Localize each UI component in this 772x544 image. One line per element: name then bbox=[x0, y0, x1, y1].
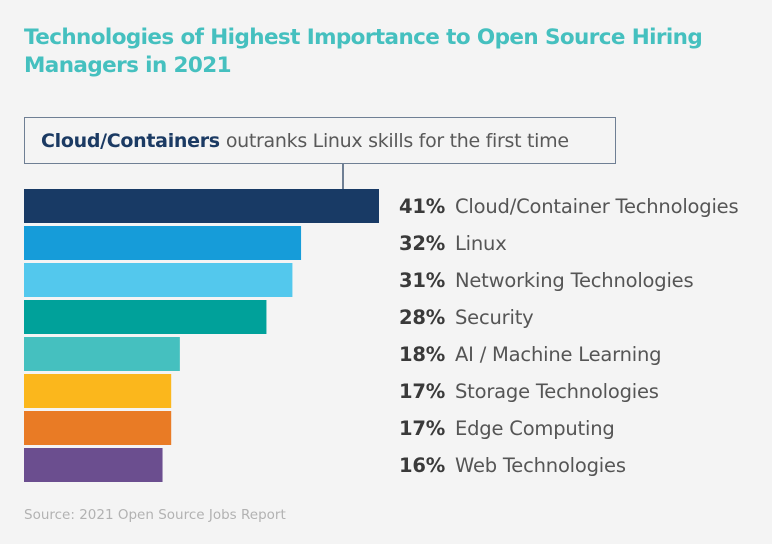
category-label: Storage Technologies bbox=[455, 379, 659, 403]
bar-label-row: 28% Security bbox=[399, 300, 534, 334]
value-label: 41% bbox=[399, 194, 446, 218]
value-label: 28% bbox=[399, 305, 446, 329]
value-label: 18% bbox=[399, 342, 446, 366]
bar-label-row: 31% Networking Technologies bbox=[399, 263, 694, 297]
callout-box: Cloud/Containers outranks Linux skills f… bbox=[24, 117, 616, 164]
bar-8 bbox=[24, 448, 163, 482]
callout-text: outranks Linux skills for the first time bbox=[225, 129, 569, 152]
value-label: 17% bbox=[399, 379, 446, 403]
bar-2 bbox=[24, 226, 302, 260]
category-label: Cloud/Container Technologies bbox=[455, 194, 739, 218]
callout-connector-line bbox=[342, 164, 344, 189]
bar-1 bbox=[24, 189, 379, 223]
value-label: 16% bbox=[399, 453, 446, 477]
category-label: Edge Computing bbox=[455, 416, 615, 440]
chart-title: Technologies of Highest Importance to Op… bbox=[24, 25, 703, 78]
value-label: 31% bbox=[399, 268, 446, 292]
bar-label-row: 17% Storage Technologies bbox=[399, 374, 659, 408]
bar-label-row: 16% Web Technologies bbox=[399, 448, 626, 482]
bar-7 bbox=[24, 411, 172, 445]
bar-label-row: 18% AI / Machine Learning bbox=[399, 337, 662, 371]
bar-label-row: 32% Linux bbox=[399, 226, 507, 260]
callout-highlight: Cloud/Containers bbox=[41, 129, 220, 152]
bar-6 bbox=[24, 374, 172, 408]
value-label: 32% bbox=[399, 231, 446, 255]
source-note: Source: 2021 Open Source Jobs Report bbox=[24, 507, 286, 523]
category-label: AI / Machine Learning bbox=[455, 342, 662, 366]
bar-5 bbox=[24, 337, 180, 371]
bar-label-row: 17% Edge Computing bbox=[399, 411, 615, 445]
bar-3 bbox=[24, 263, 293, 297]
bar-4 bbox=[24, 300, 267, 334]
category-label: Networking Technologies bbox=[455, 268, 694, 292]
bar-label-row: 41% Cloud/Container Technologies bbox=[399, 189, 739, 223]
category-label: Security bbox=[455, 305, 534, 329]
category-label: Web Technologies bbox=[455, 453, 626, 477]
value-label: 17% bbox=[399, 416, 446, 440]
category-label: Linux bbox=[455, 231, 507, 255]
